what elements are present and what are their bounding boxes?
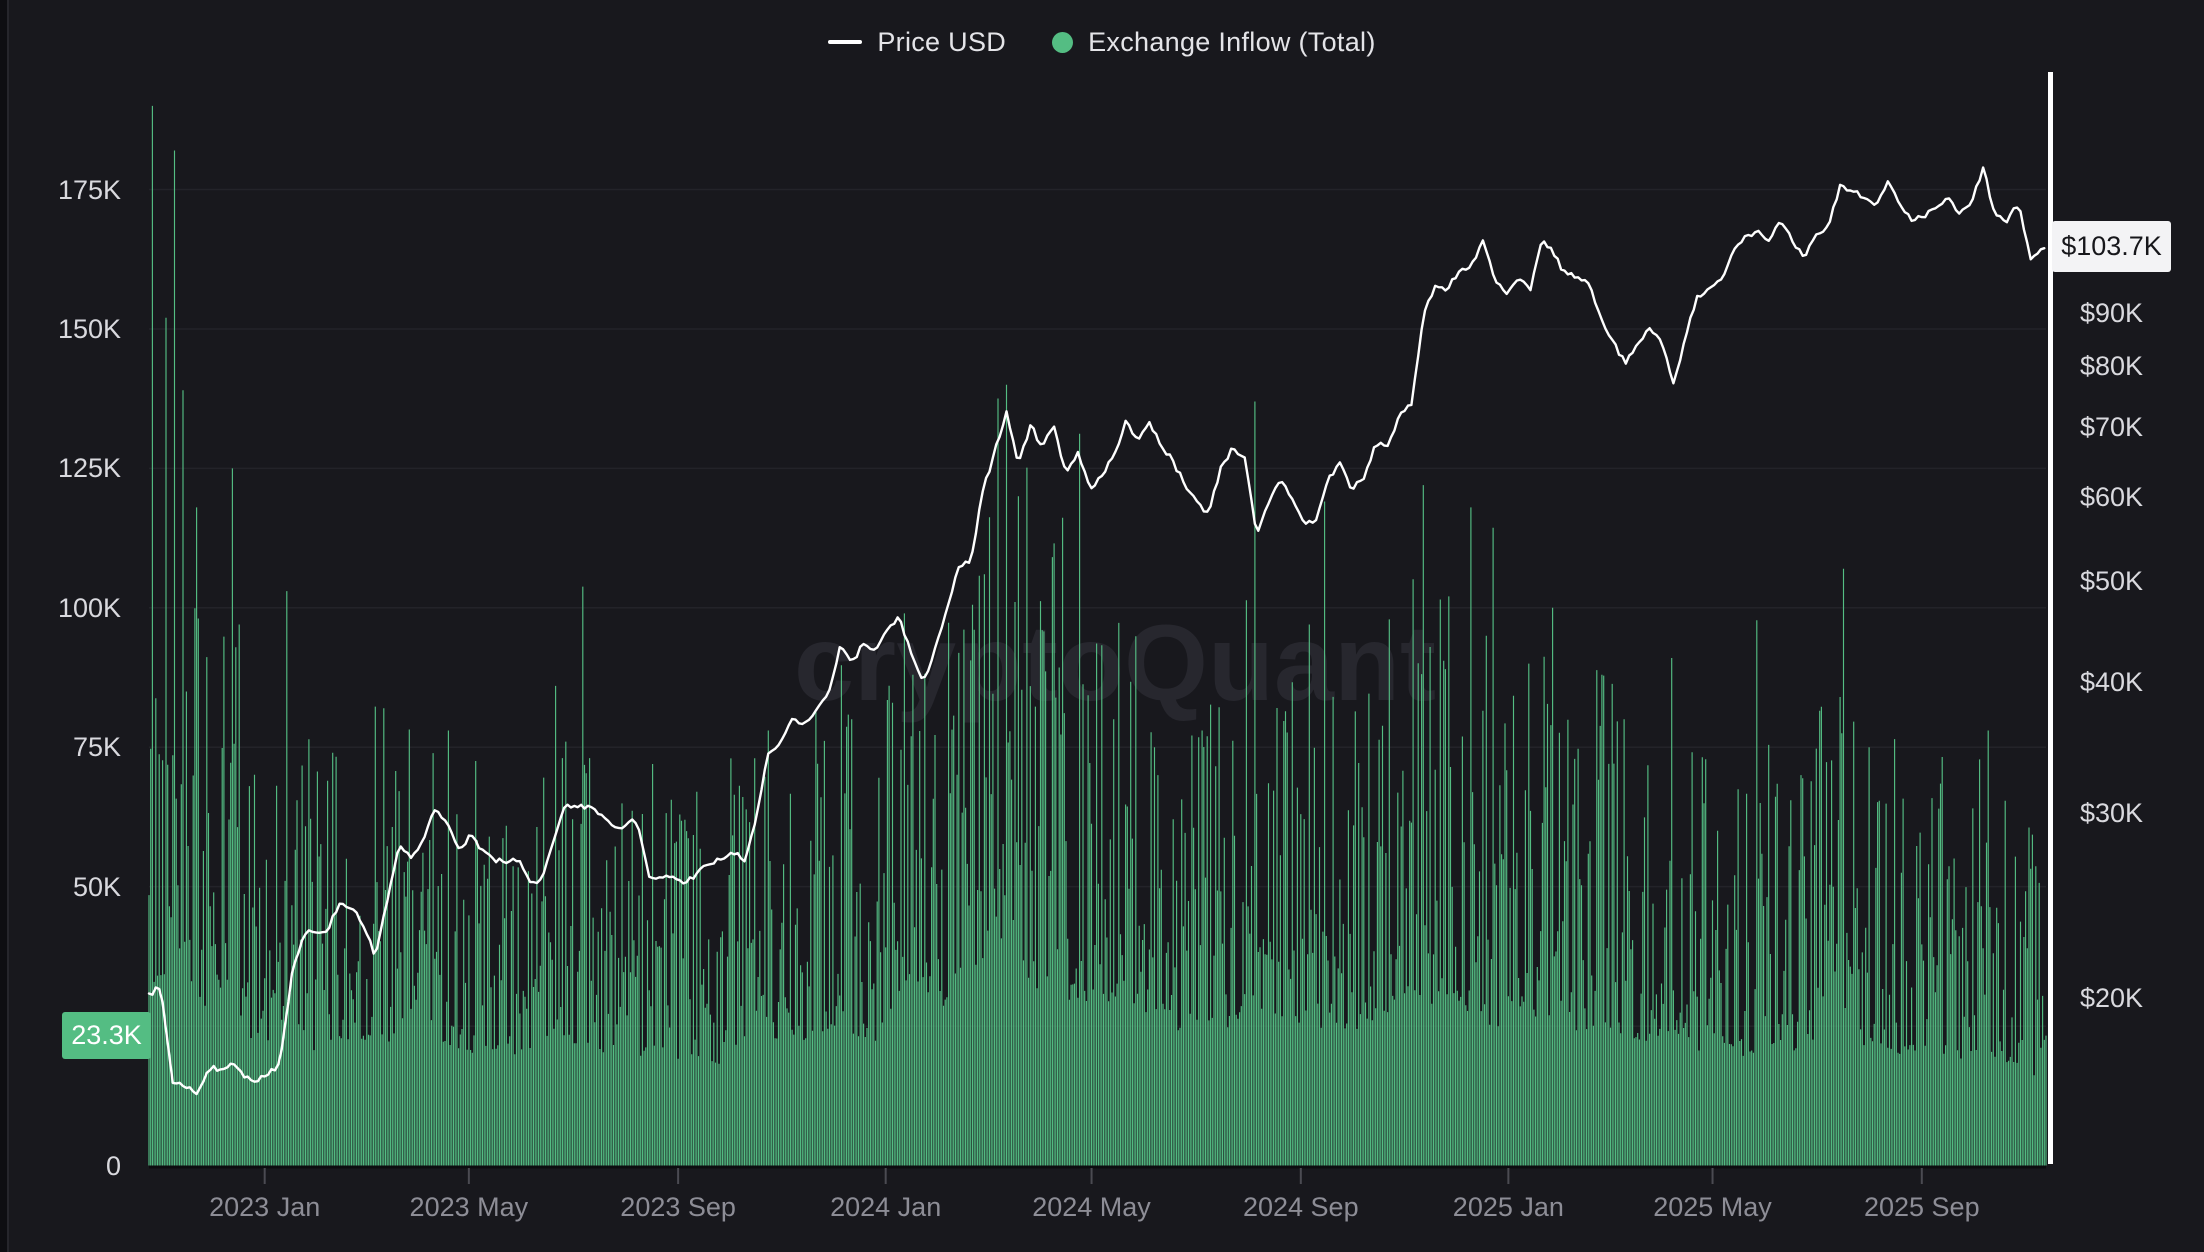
right-axis-label-$60K: $60K [2080, 482, 2144, 513]
right-axis-label-$40K: $40K [2080, 667, 2144, 698]
x-axis-label-2023-Jan: 2023 Jan [209, 1192, 321, 1222]
x-axis-label-2024-Sep: 2024 Sep [1242, 1192, 1359, 1222]
chart-legend: Price USD Exchange Inflow (Total) [0, 22, 2204, 62]
x-axis-label-2024-May: 2024 May [1032, 1192, 1151, 1222]
x-axis-label-2024-Jan: 2024 Jan [830, 1192, 942, 1222]
x-axis-baseline [149, 1165, 2046, 1169]
left-axis-label-75K: 75K [72, 732, 121, 763]
x-axis-label-2023-May: 2023 May [409, 1192, 529, 1222]
price-current-value: $103.7K [2061, 231, 2162, 261]
left-axis-label-0: 0 [105, 1150, 121, 1181]
price-current-value-badge: $103.7K [2052, 221, 2171, 272]
x-axis-label-2023-Sep: 2023 Sep [620, 1192, 736, 1222]
legend-item-inflow[interactable]: Exchange Inflow (Total) [1052, 27, 1376, 58]
inflow-dot-swatch-icon [1052, 31, 1074, 53]
right-axis-label-$80K: $80K [2080, 351, 2144, 382]
pane-left-border [7, 0, 9, 1252]
legend-item-price[interactable]: Price USD [828, 27, 1006, 58]
x-axis-label-2025-May: 2025 May [1653, 1192, 1772, 1222]
legend-price-label: Price USD [877, 26, 1007, 57]
cryptoquant-watermark: cryptoQuant [794, 602, 1436, 723]
x-axis-label-2025-Jan: 2025 Jan [1452, 1192, 1564, 1222]
price-line-swatch-icon [828, 40, 863, 44]
legend-inflow-label: Exchange Inflow (Total) [1088, 26, 1376, 57]
left-axis-label-50K: 50K [72, 871, 121, 902]
left-axis-label-150K: 150K [57, 313, 121, 344]
left-axis-label-100K: 100K [57, 592, 121, 623]
pane-left-strip [0, 0, 7, 1252]
right-axis-label-$70K: $70K [2080, 412, 2144, 443]
x-axis-label-2025-Sep: 2025 Sep [1863, 1192, 1980, 1222]
right-axis-label-$20K: $20K [2080, 983, 2144, 1013]
right-axis-label-$50K: $50K [2080, 565, 2144, 596]
left-axis-label-175K: 175K [57, 174, 121, 205]
price-usd-line [147, 166, 2046, 1096]
right-axis-label-$30K: $30K [2080, 798, 2144, 829]
inflow-current-value: 23.3K [71, 1020, 142, 1050]
inflow-current-value-badge: 23.3K [62, 1012, 151, 1059]
right-axis-label-$90K: $90K [2080, 297, 2144, 328]
left-axis-label-125K: 125K [57, 453, 121, 484]
